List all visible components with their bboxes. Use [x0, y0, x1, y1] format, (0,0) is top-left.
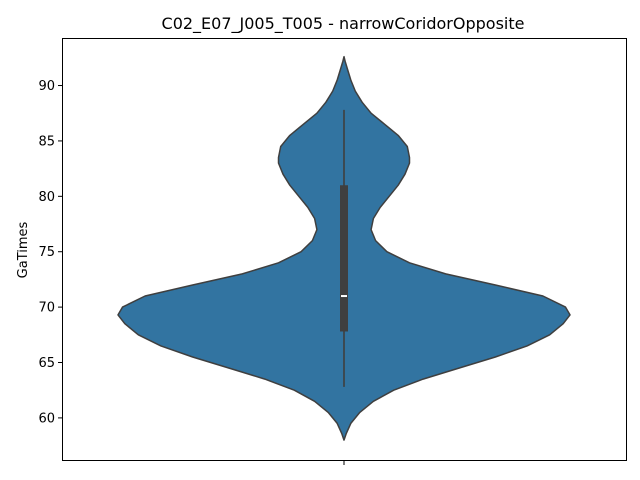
chart-title: C02_E07_J005_T005 - narrowCoridorOpposit… [162, 14, 525, 34]
y-tick-label: 85 [38, 134, 55, 149]
plot-area: 60 65 70 75 80 85 90 [38, 55, 571, 465]
y-tick-label: 60 [38, 411, 55, 426]
y-tick-label: 90 [38, 79, 55, 94]
y-tick-label: 70 [38, 301, 55, 316]
axes-frame [62, 38, 627, 461]
y-axis-label: GaTimes [16, 221, 31, 278]
y-tick-label: 65 [38, 356, 55, 371]
y-tick-label: 80 [38, 190, 55, 205]
y-tick-label: 75 [38, 245, 55, 260]
violin-iqr-box [340, 185, 348, 332]
